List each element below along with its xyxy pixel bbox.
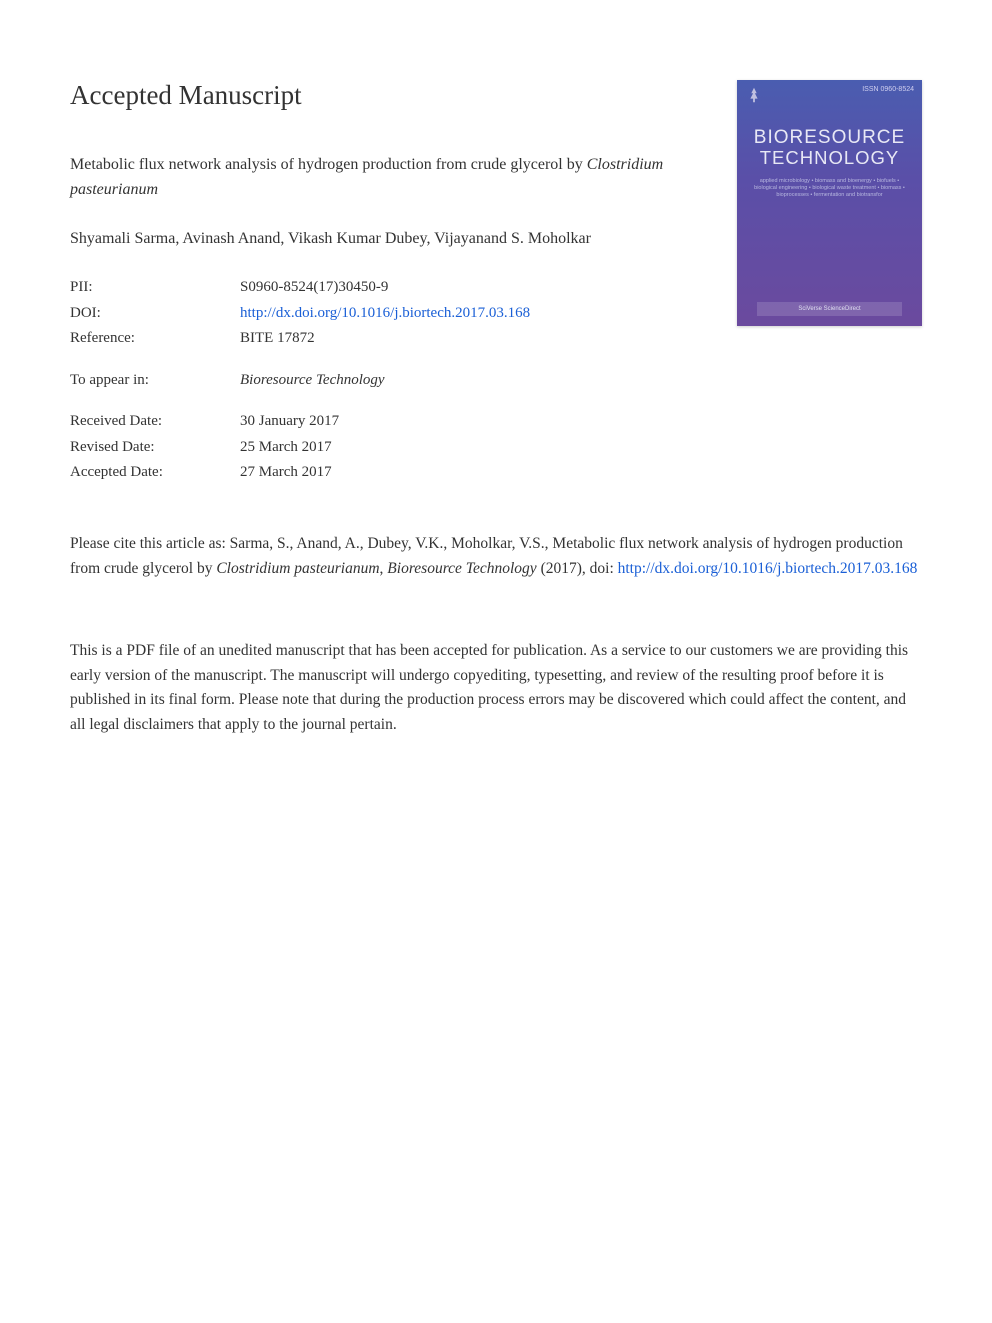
received-value: 30 January 2017: [240, 409, 339, 435]
meta-row-doi: DOI: http://dx.doi.org/10.1016/j.biortec…: [70, 301, 707, 327]
meta-row-accepted: Accepted Date: 27 March 2017: [70, 460, 707, 486]
meta-row-pii: PII: S0960-8524(17)30450-9: [70, 275, 707, 301]
disclaimer-text: This is a PDF file of an unedited manusc…: [70, 639, 922, 737]
cover-title-line1: BIORESOURCE: [737, 128, 922, 148]
appear-value: Bioresource Technology: [240, 368, 385, 394]
citation-organism: Clostridium pasteurianum: [216, 560, 379, 577]
cover-title: BIORESOURCE TECHNOLOGY: [737, 128, 922, 167]
reference-label: Reference:: [70, 326, 240, 352]
accepted-value: 27 March 2017: [240, 460, 332, 486]
received-label: Received Date:: [70, 409, 240, 435]
citation-text: Please cite this article as: Sarma, S., …: [70, 532, 922, 582]
cover-subtitle: applied microbiology • biomass and bioen…: [749, 178, 910, 199]
journal-cover-thumbnail: ISSN 0960-8524 BIORESOURCE TECHNOLOGY ap…: [737, 80, 922, 326]
page-heading: Accepted Manuscript: [70, 80, 707, 111]
accepted-label: Accepted Date:: [70, 460, 240, 486]
citation-doi-link[interactable]: http://dx.doi.org/10.1016/j.biortech.201…: [618, 560, 918, 577]
doi-label: DOI:: [70, 301, 240, 327]
authors: Shyamali Sarma, Avinash Anand, Vikash Ku…: [70, 227, 707, 252]
meta-row-reference: Reference: BITE 17872: [70, 326, 707, 352]
meta-row-revised: Revised Date: 25 March 2017: [70, 435, 707, 461]
meta-row-appear: To appear in: Bioresource Technology: [70, 368, 707, 394]
revised-value: 25 March 2017: [240, 435, 332, 461]
title-text: Metabolic flux network analysis of hydro…: [70, 156, 583, 173]
citation-journal: Bioresource Technology: [387, 560, 536, 577]
cover-footer: SciVerse ScienceDirect: [757, 302, 902, 316]
left-column: Accepted Manuscript Metabolic flux netwo…: [70, 80, 737, 486]
doi-link[interactable]: http://dx.doi.org/10.1016/j.biortech.201…: [240, 301, 530, 327]
meta-row-received: Received Date: 30 January 2017: [70, 409, 707, 435]
reference-value: BITE 17872: [240, 326, 315, 352]
cover-title-line2: TECHNOLOGY: [737, 148, 922, 167]
elsevier-tree-icon: [745, 86, 763, 104]
pii-value: S0960-8524(17)30450-9: [240, 275, 388, 301]
cover-issn: ISSN 0960-8524: [862, 86, 914, 93]
metadata-table: PII: S0960-8524(17)30450-9 DOI: http://d…: [70, 275, 707, 486]
pii-label: PII:: [70, 275, 240, 301]
top-section: Accepted Manuscript Metabolic flux netwo…: [70, 80, 922, 486]
citation-year-doi: (2017), doi:: [537, 560, 618, 577]
appear-label: To appear in:: [70, 368, 240, 394]
revised-label: Revised Date:: [70, 435, 240, 461]
article-title: Metabolic flux network analysis of hydro…: [70, 153, 707, 203]
